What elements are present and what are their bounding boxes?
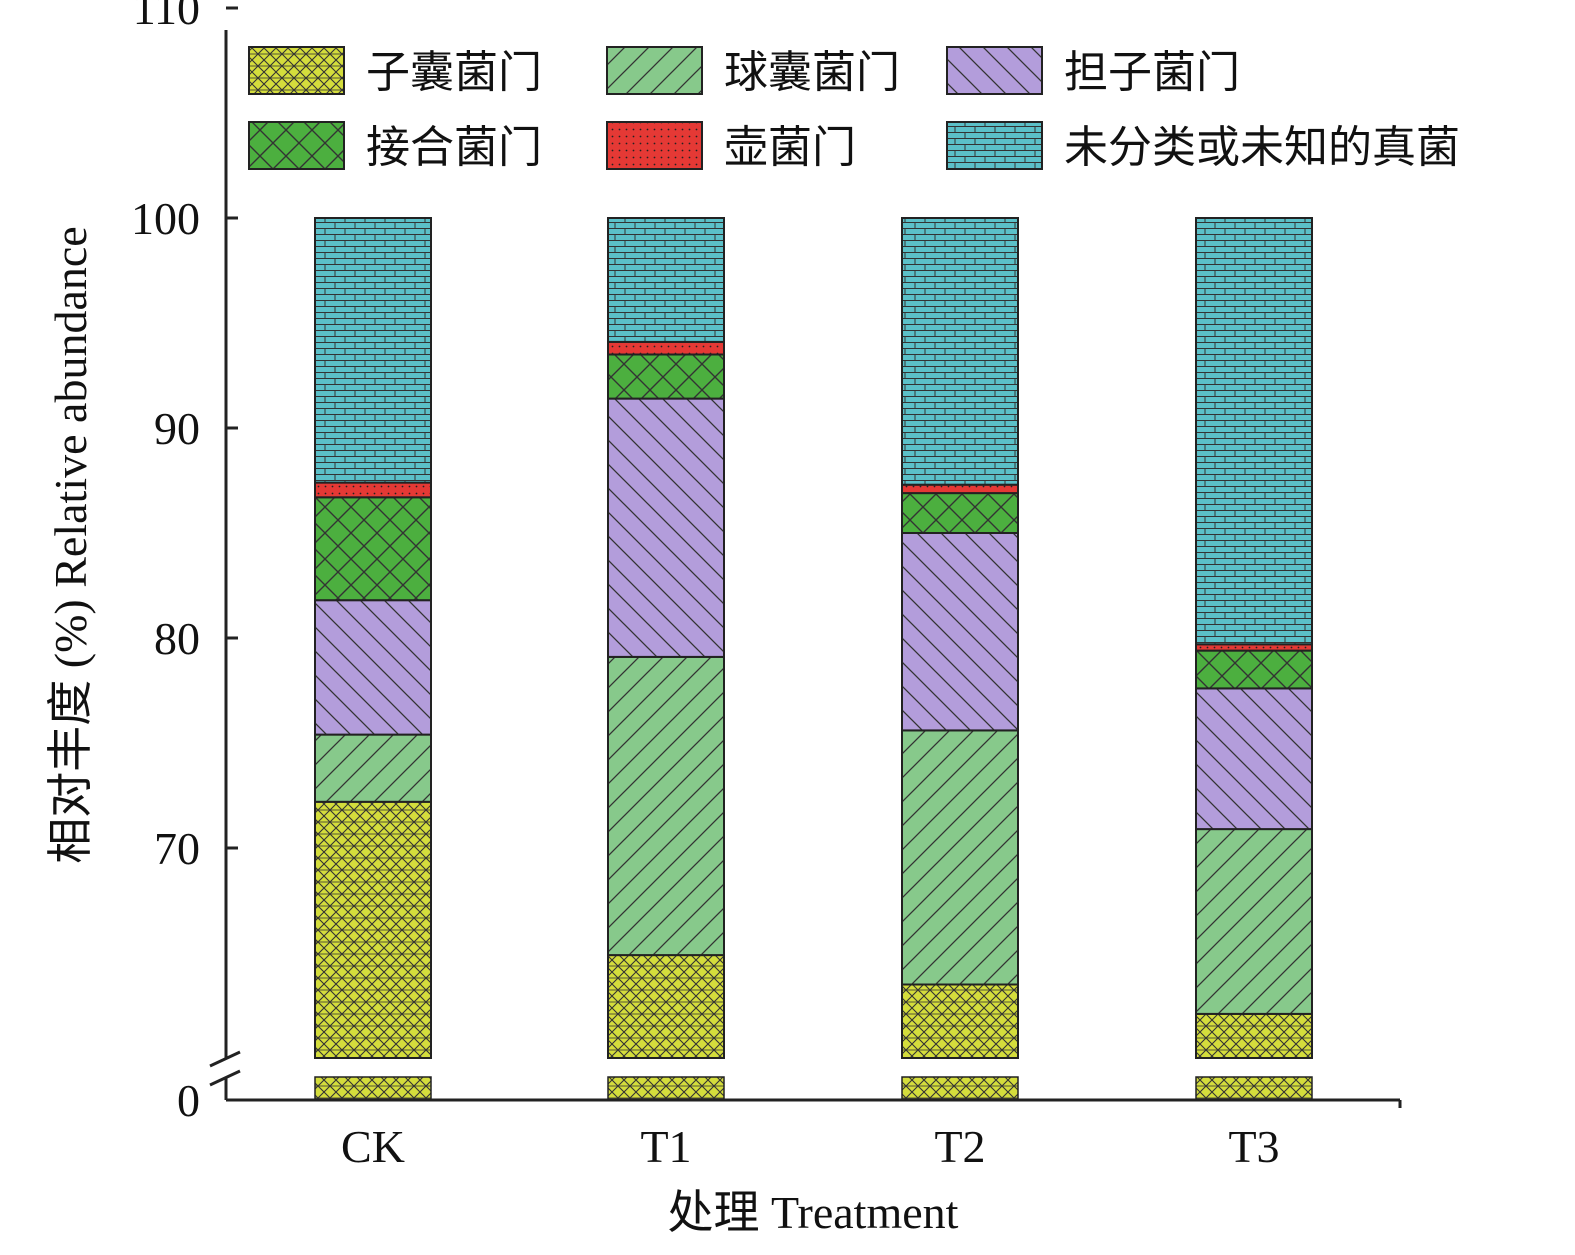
bar-segment [314,496,432,602]
legend-swatch [946,46,1043,95]
bar-segment [607,217,725,343]
bar-segment [1195,649,1313,690]
bar-segment [607,655,725,957]
bar-segment [607,340,725,356]
bar-segment [901,492,1019,535]
y-tick-label: 0 [177,1075,200,1126]
y-tick-label: 90 [154,403,200,454]
bar-segment-lower [901,1076,1019,1101]
legend-swatch [606,46,703,95]
y-tick-label: 70 [154,823,200,874]
x-tick-label: CK [341,1121,405,1172]
x-tick-label: T2 [934,1121,985,1172]
bar-segment-lower [314,1076,432,1101]
y-axis-title: 相对丰度 (%) Relative abundance [45,226,96,863]
bar-segment [1195,217,1313,646]
bar-segment [901,217,1019,486]
bar-segment [901,532,1019,732]
legend-label: 球囊菌门 [724,47,900,98]
y-tick-label: 80 [154,613,200,664]
bar-segment [901,983,1019,1059]
legend-swatch [946,121,1043,170]
legend-label: 未分类或未知的真菌 [1064,122,1460,173]
axis-break-mark [209,1050,241,1068]
y-tick-label: 110 [133,0,200,34]
x-axis-title: 处理 Treatment [668,1187,959,1238]
bar-segment [314,481,432,499]
bars-layer [314,217,1313,1101]
bar-segment [1195,1012,1313,1060]
bar-segment [1195,828,1313,1015]
bar-segment [607,954,725,1059]
bar-segment [901,729,1019,986]
bar-segment [1195,687,1313,831]
legend-swatch [248,46,345,95]
y-tick-label: 100 [131,193,200,244]
bar-segment [314,733,432,803]
legend-label: 担子菌门 [1064,47,1240,98]
legend-label: 壶菌门 [724,122,856,173]
bar-segment [901,483,1019,495]
legend-swatch [248,121,345,170]
bar-segment-lower [607,1076,725,1101]
x-tick-label: T1 [640,1121,691,1172]
bar-segment [314,800,432,1059]
legend-label: 子囊菌门 [366,47,542,98]
bar-segment-lower [1195,1076,1313,1101]
legend-label: 接合菌门 [366,122,542,173]
axes-layer: CK T1 T2 T3 0 70 80 90 100 110 [131,0,1402,1172]
bar-segment [314,599,432,736]
bar-segment [314,217,432,484]
axis-break-mark [209,1069,241,1087]
bar-segment [607,397,725,658]
bar-segment [607,353,725,400]
legend-swatch [606,121,703,170]
x-tick-label: T3 [1228,1121,1279,1172]
